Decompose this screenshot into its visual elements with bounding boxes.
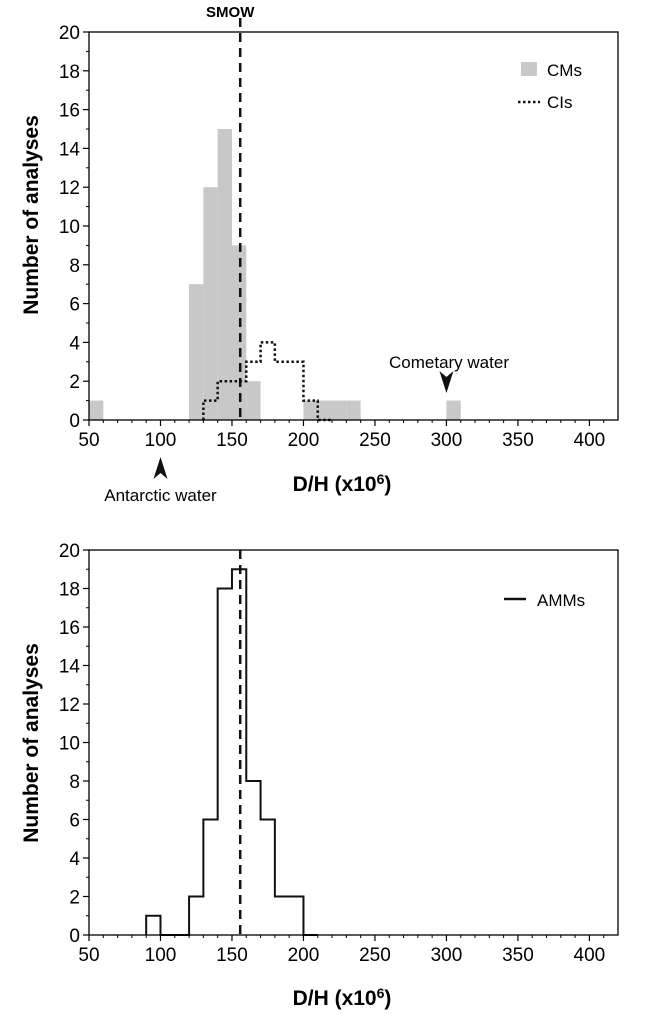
x-tick-label: 200 [288,945,320,966]
bottom-line-amms [145,568,318,936]
x-tick-label: 250 [359,430,391,451]
cms-bar [317,400,333,420]
top-y-ticks: 0 2 4 6 8 10 12 14 16 18 20 [59,23,89,432]
top-x-axis-title: D/H (x106) [293,471,392,496]
y-tick-label: 10 [59,217,80,238]
cms-bar [217,129,232,420]
cms-bar [203,187,218,420]
y-tick-label: 20 [59,541,80,562]
y-tick-label: 16 [59,101,80,122]
antarctic-water-annotation: Antarctic water [104,486,217,505]
top-bars-cms [89,129,461,420]
y-tick-label: 6 [69,295,80,316]
y-tick-label: 12 [59,178,80,199]
cms-bar [231,245,247,420]
legend-amms-label: AMMs [537,591,585,610]
y-tick-label: 0 [69,926,80,947]
y-tick-label: 0 [69,411,80,432]
y-tick-label: 14 [59,139,81,160]
top-line-cis [202,341,333,422]
x-tick-label: 150 [216,430,248,451]
legend-cms-label: CMs [547,61,582,80]
x-tick-label: 200 [288,430,320,451]
cms-bar [189,284,204,420]
bottom-x-ticks: 50 100 150 200 250 300 350 400 [78,935,605,966]
cms-bar [303,400,318,420]
x-tick-label: 300 [431,945,463,966]
cometary-water-arrow-icon [439,371,454,393]
y-tick-label: 8 [69,256,80,277]
x-tick-label: 100 [145,430,177,451]
chart-top: SMOW 0 2 4 6 8 10 12 14 16 18 20 50 100 150 200 250 300… [20,4,619,505]
top-y-axis-title: Number of analyses [20,115,43,315]
bottom-x-axis-title: D/H (x106) [293,985,392,1010]
top-x-ticks: 50 100 150 200 250 300 350 400 [78,420,605,451]
y-tick-label: 4 [69,333,80,354]
cis-step-line [202,341,333,422]
x-tick-label: 100 [145,945,177,966]
smow-label: SMOW [206,4,255,21]
cometary-water-annotation: Cometary water [389,353,509,372]
bottom-y-ticks: 0 2 4 6 8 10 12 14 16 18 20 [59,541,89,947]
y-tick-label: 6 [69,811,80,832]
amms-step-line [145,568,318,936]
y-tick-label: 10 [59,734,80,755]
antarctic-water-arrow-icon [153,457,168,479]
x-tick-label: 350 [502,430,534,451]
bottom-y-axis-title: Number of analyses [20,643,43,843]
cms-bar [246,381,261,420]
x-tick-label: 250 [359,945,391,966]
y-tick-label: 18 [59,580,80,601]
x-tick-label: 150 [216,945,248,966]
legend-cms-swatch [521,62,537,76]
y-tick-label: 14 [59,657,81,678]
y-tick-label: 12 [59,695,80,716]
x-tick-label: 300 [431,430,463,451]
y-tick-label: 2 [69,372,80,393]
x-tick-label: 400 [574,945,606,966]
y-tick-label: 4 [69,849,80,870]
x-tick-label: 400 [574,430,606,451]
x-tick-label: 50 [78,945,99,966]
chart-bottom: 0 2 4 6 8 10 12 14 16 18 20 50 100 150 200 250 300 350 40… [20,541,619,1010]
cms-bar [89,400,104,420]
legend-cis-label: CIs [547,93,573,112]
x-tick-label: 350 [502,945,534,966]
top-plot-frame [88,31,619,421]
cms-bar [446,400,461,420]
y-tick-label: 8 [69,772,80,793]
cms-bar [346,400,361,420]
y-tick-label: 2 [69,888,80,909]
y-tick-label: 18 [59,62,80,83]
y-tick-label: 20 [59,23,80,44]
x-tick-label: 50 [78,430,99,451]
cms-bar [332,400,347,420]
y-tick-label: 16 [59,618,80,639]
